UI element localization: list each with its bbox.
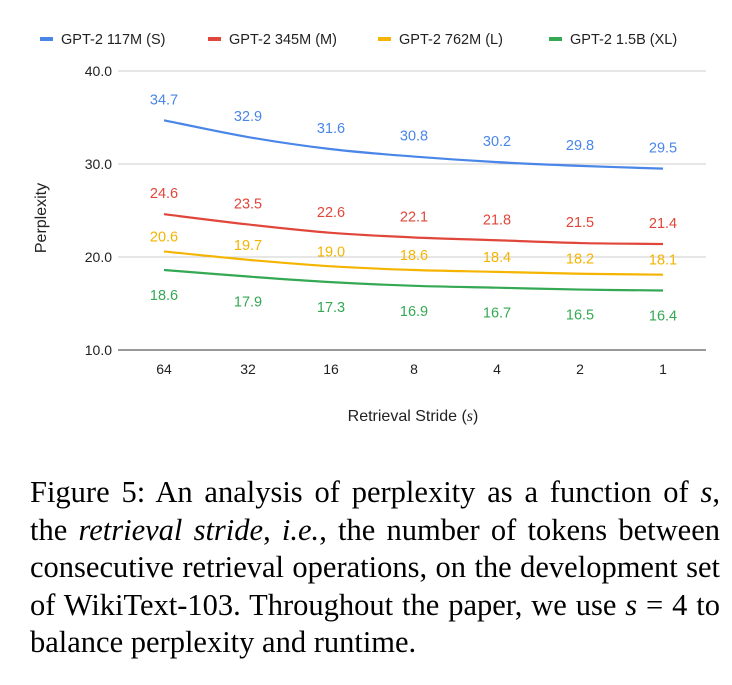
- x-tick-label: 64: [156, 361, 172, 377]
- data-label: 18.6: [400, 248, 428, 264]
- data-label: 18.4: [483, 250, 511, 266]
- data-label: 30.2: [483, 134, 511, 150]
- caption-math-s: s: [700, 475, 713, 509]
- perplexity-line-chart: 10.0 20.0 30.0 40.0 64 32 16 8 4 2 1 34.7 32.9 31.6…: [33, 32, 706, 425]
- data-label: 22.6: [317, 205, 345, 221]
- legend-label: GPT-2 762M (L): [399, 32, 503, 48]
- data-label: 31.6: [317, 121, 345, 137]
- series-line: [163, 119, 664, 170]
- data-label: 21.4: [649, 216, 677, 232]
- data-label: 17.9: [234, 295, 262, 311]
- series-line: [163, 268, 664, 292]
- series-line: [163, 213, 664, 246]
- figure-caption: Figure 5: An analysis of perplexity as a…: [30, 474, 720, 662]
- data-label: 21.8: [483, 212, 511, 228]
- data-label: 19.0: [317, 244, 345, 260]
- x-axis-label-close: ): [473, 408, 478, 425]
- legend: GPT-2 117M (S) GPT-2 345M (M) GPT-2 762M (…: [40, 32, 677, 48]
- x-tick-label: 1: [659, 361, 667, 377]
- data-label: 29.8: [566, 138, 594, 154]
- data-label: 18.6: [150, 288, 178, 304]
- caption-math-s: s: [625, 587, 638, 622]
- data-label: 16.7: [483, 306, 511, 322]
- data-label: 23.5: [234, 196, 262, 212]
- caption-part: , the: [30, 475, 720, 547]
- caption-part: , the number of tokens between consecuti…: [30, 512, 720, 622]
- y-tick-label: 30.0: [85, 156, 112, 172]
- x-tick-label: 32: [240, 361, 256, 377]
- y-axis-ticks: 10.0 20.0 30.0 40.0: [85, 63, 112, 358]
- caption-emphasis: i.e.: [281, 512, 320, 547]
- caption-emphasis: retrieval stride: [78, 512, 264, 547]
- y-tick-label: 20.0: [85, 249, 112, 265]
- x-tick-label: 4: [493, 361, 501, 377]
- legend-label: GPT-2 345M (M): [229, 32, 337, 48]
- x-axis-ticks: 64 32 16 8 4 2 1: [156, 361, 667, 377]
- x-tick-label: 8: [410, 361, 418, 377]
- data-label: 24.6: [150, 186, 178, 202]
- data-label: 16.4: [649, 308, 677, 324]
- x-axis-label-text: Retrieval Stride (: [348, 408, 468, 425]
- data-label: 16.9: [400, 304, 428, 320]
- x-axis-label-variable: s: [467, 408, 473, 425]
- data-labels: 34.7 32.9 31.6 30.8 30.2 29.8 29.5 24.6 23.5 22.6…: [150, 92, 677, 324]
- data-label: 18.2: [566, 252, 594, 268]
- y-tick-label: 10.0: [85, 342, 112, 358]
- data-label: 19.7: [234, 238, 262, 254]
- series-lines: [163, 119, 664, 292]
- x-axis-label: Retrieval Stride (s): [348, 408, 479, 425]
- data-label: 32.9: [234, 109, 262, 125]
- y-axis-label: Perplexity: [33, 183, 50, 253]
- x-tick-label: 16: [323, 361, 339, 377]
- caption-part: Figure 5: An analysis of perplexity as a…: [30, 475, 701, 509]
- series-line: [163, 250, 664, 276]
- data-label: 34.7: [150, 92, 178, 108]
- data-label: 22.1: [400, 209, 428, 225]
- data-label: 16.5: [566, 308, 594, 324]
- data-label: 18.1: [649, 253, 677, 269]
- legend-label: GPT-2 1.5B (XL): [570, 32, 677, 48]
- y-tick-label: 40.0: [85, 63, 112, 79]
- x-tick-label: 2: [576, 361, 584, 377]
- data-label: 21.5: [566, 215, 594, 231]
- data-label: 20.6: [150, 229, 178, 245]
- data-label: 17.3: [317, 300, 345, 316]
- legend-label: GPT-2 117M (S): [61, 32, 165, 48]
- data-label: 29.5: [649, 141, 677, 157]
- caption-part: = 4 to balance perplexity and runtime.: [30, 587, 720, 660]
- data-label: 30.8: [400, 129, 428, 145]
- caption-part: ,: [263, 512, 282, 547]
